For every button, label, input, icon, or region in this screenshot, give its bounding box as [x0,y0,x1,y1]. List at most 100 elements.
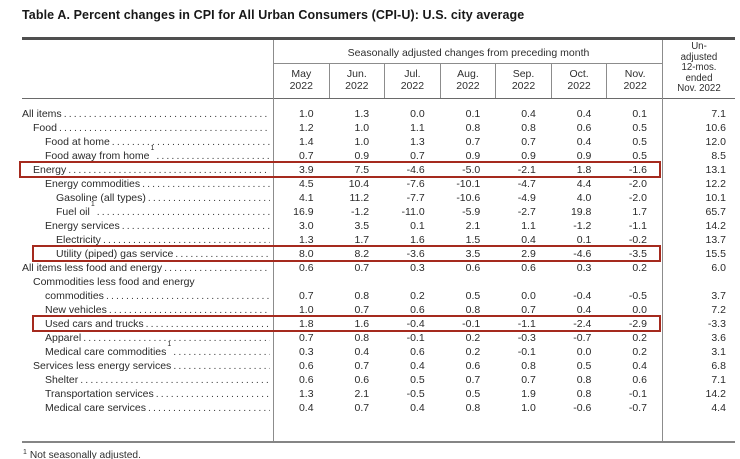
cell-yoy-value: 13.7 [705,234,726,246]
cell-yoy-value: 14.2 [705,220,726,232]
cell-value: -4.6 [573,248,592,260]
table-body: All items 1.0 1.3 0.0 0.1 0.4 0.4 0.1 7.1 Food 1.2… [19,99,735,441]
cell-value: 0.4 [521,108,536,120]
cell-value: -1.1 [628,220,647,232]
table-row: Electricity 1.3 1.7 1.6 1.5 0.4 0.1 -0.2 13.7 [22,233,735,247]
dot-leader [146,191,270,205]
cell-value: -0.4 [573,290,592,302]
table-row: Shelter 0.6 0.6 0.5 0.7 0.7 0.8 0.6 7.1 [22,373,735,387]
row-label-text: Apparel [45,332,82,344]
cell-yoy-value: 7.1 [711,108,726,120]
cell-value: 3.9 [298,164,314,176]
row-label: Medical care commodities 1 [22,341,274,359]
cell-value: 0.7 [298,332,314,344]
row-label: Energy services [22,219,274,233]
cell-value: 0.7 [521,304,536,316]
cell-value: 0.4 [410,402,425,414]
dot-leader [78,373,270,387]
table-row: Energy 3.9 7.5 -4.6 -5.0 -2.1 1.8 -1.6 13.1 [19,161,735,178]
cell-value: 0.2 [632,262,647,274]
dot-leader [173,247,270,261]
cell-value: 16.9 [293,206,314,218]
table-row: All items 1.0 1.3 0.0 0.1 0.4 0.4 0.1 7.1 [22,107,735,121]
cell-value: 0.6 [465,262,481,274]
row-label-text: Energy [33,164,67,176]
cell-value: 1.6 [410,234,425,246]
cell-value: 0.9 [521,150,536,162]
cell-value: -2.9 [628,318,647,330]
cell-value: -1.1 [517,318,536,330]
cell-value: -0.6 [573,402,592,414]
cell-value: 0.3 [410,262,425,274]
cell-value: 0.5 [632,122,647,134]
cell-value: 1.8 [576,164,592,176]
cell-value: 0.8 [465,122,481,134]
row-label-text: Fuel oil [56,206,90,218]
cell-value: 0.5 [465,290,481,302]
cell-value: 0.6 [298,360,314,372]
dot-leader [154,387,270,401]
cell-value: -7.7 [406,192,425,204]
dot-leader [154,149,270,163]
table-row: Transportation services 1.3 2.1 -0.5 0.5 1.9 0… [22,387,735,401]
cell-value: 0.0 [521,290,536,302]
row-label: Food away from home 1 [22,145,274,163]
month-header-row: May 2022 Jun. 2022 Jul. 2022 Aug. 2022 Sep. … [274,64,663,98]
cell-value: 4.0 [576,192,592,204]
cell-value: -0.1 [462,318,481,330]
cell-value: -0.7 [573,332,592,344]
cell-value: -0.4 [406,318,425,330]
row-label-text: All items less food and energy [22,262,163,274]
months-header-group: Seasonally adjusted changes from precedi… [274,40,663,98]
cell-yoy-value: 13.1 [705,164,726,176]
month-header: Jul. 2022 [385,64,441,98]
cell-value: 0.6 [298,374,314,386]
row-label-text: New vehicles [45,304,107,316]
cell-value: 1.0 [521,402,536,414]
dot-leader [57,121,270,135]
row-label: Transportation services [22,387,274,401]
cell-value: 0.4 [576,108,592,120]
cell-value: 0.4 [410,360,425,372]
cell-yoy-value: 3.1 [711,346,726,358]
cell-value: 8.2 [354,248,370,260]
row-label: Energy [22,163,274,177]
cell-value: 0.8 [521,122,536,134]
cell-value: -1.6 [628,164,647,176]
cell-value: 2.9 [521,248,536,260]
month-header: Jun. 2022 [330,64,386,98]
cell-value: -10.1 [456,178,481,190]
row-label-text: Medical care commodities [45,346,167,358]
cell-value: 0.6 [576,122,592,134]
cell-value: 1.1 [521,220,536,232]
dot-leader [95,205,270,219]
cell-value: 1.8 [298,318,314,330]
cell-value: 1.3 [410,136,425,148]
cell-value: 1.0 [298,304,314,316]
cell-yoy-value: 3.6 [711,332,726,344]
row-label-text: Gasoline (all types) [56,192,146,204]
row-label-text: Energy commodities [45,178,141,190]
dot-leader [110,135,270,149]
cell-value: 0.2 [465,346,481,358]
cell-value: 0.4 [632,360,647,372]
row-label-text: Medical care services [45,402,146,414]
footnote-marker: 1 [90,201,95,208]
cell-value: -3.5 [628,248,647,260]
table-row: All items less food and energy 0.6 0.7 0.3 0… [22,261,735,275]
cell-value: -7.6 [406,178,425,190]
row-label-text: Food [33,122,57,134]
footnote-symbol: 1 [23,448,27,456]
row-label: Food [22,121,274,135]
row-label: Apparel [22,331,274,345]
month-header: Sep. 2022 [496,64,552,98]
cell-value: -5.0 [462,164,481,176]
cell-value: 0.6 [410,304,425,316]
row-label: Gasoline (all types) [22,191,274,205]
table-row: Food at home 1.4 1.0 1.3 0.7 0.7 0.4 0.5 12.0 [22,135,735,149]
cell-value: 0.0 [576,346,592,358]
cell-value: 0.2 [410,290,425,302]
cell-yoy-value: 15.5 [705,248,726,260]
cell-value: 0.6 [354,374,370,386]
